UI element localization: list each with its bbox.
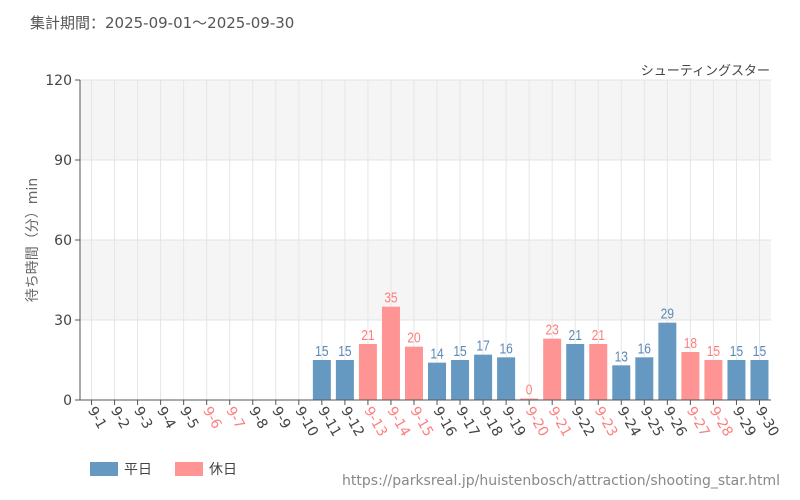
bar bbox=[428, 362, 447, 400]
data-label: 17 bbox=[476, 337, 489, 354]
x-tick-label: 9-22 bbox=[568, 404, 598, 440]
bar bbox=[612, 365, 631, 400]
x-tick-label: 9-27 bbox=[683, 404, 713, 440]
data-label: 15 bbox=[730, 343, 743, 360]
bar bbox=[497, 357, 516, 400]
x-tick-label: 9-16 bbox=[430, 404, 460, 440]
bar bbox=[520, 398, 539, 400]
x-tick-label: 9-29 bbox=[729, 404, 759, 440]
data-label: 0 bbox=[526, 381, 533, 398]
y-tick-label: 30 bbox=[54, 313, 72, 329]
data-label: 13 bbox=[615, 348, 628, 365]
bar bbox=[681, 352, 700, 400]
bar bbox=[381, 306, 400, 400]
legend-label: 休日 bbox=[209, 462, 237, 478]
data-label: 15 bbox=[453, 343, 466, 360]
data-label: 15 bbox=[315, 343, 328, 360]
attraction-name: シューティングスター bbox=[640, 64, 770, 79]
data-label: 21 bbox=[569, 327, 582, 344]
y-tick-label: 90 bbox=[54, 153, 72, 169]
period-text: 集計期間：2025-09-01～2025-09-30 bbox=[30, 14, 295, 32]
bar bbox=[335, 360, 354, 400]
data-label: 21 bbox=[592, 327, 605, 344]
data-label: 21 bbox=[361, 327, 374, 344]
grid-band bbox=[80, 80, 771, 160]
data-label: 23 bbox=[546, 321, 559, 338]
x-tick-label: 9-4 bbox=[153, 404, 178, 432]
data-label: 15 bbox=[707, 343, 720, 360]
data-label: 20 bbox=[407, 329, 421, 346]
grid-band bbox=[80, 240, 771, 320]
data-label: 29 bbox=[661, 305, 674, 322]
y-tick-label: 60 bbox=[54, 233, 72, 249]
x-tick-label: 9-14 bbox=[383, 404, 413, 440]
legend-weekday[interactable]: 平日 bbox=[90, 459, 152, 479]
y-tick-label: 120 bbox=[45, 73, 72, 89]
x-tick-label: 9-8 bbox=[245, 404, 270, 432]
data-label: 15 bbox=[338, 343, 351, 360]
x-tick-label: 9-10 bbox=[291, 404, 321, 440]
bar bbox=[566, 344, 585, 400]
bar bbox=[635, 357, 654, 400]
legend-label: 平日 bbox=[124, 462, 152, 478]
x-tick-label: 9-30 bbox=[752, 404, 782, 440]
x-tick-label: 9-2 bbox=[107, 404, 132, 432]
x-tick-label: 9-21 bbox=[545, 404, 575, 440]
bar bbox=[543, 338, 562, 400]
x-tick-label: 9-15 bbox=[407, 404, 437, 440]
data-label: 35 bbox=[384, 289, 397, 306]
holiday-swatch bbox=[175, 462, 203, 476]
weekday-swatch bbox=[90, 462, 118, 476]
bar bbox=[358, 344, 377, 400]
data-label: 14 bbox=[430, 345, 444, 362]
x-tick-label: 9-26 bbox=[660, 404, 690, 440]
legend-holiday[interactable]: 休日 bbox=[175, 459, 237, 479]
x-tick-label: 9-5 bbox=[176, 404, 201, 432]
bar bbox=[750, 360, 769, 400]
bar bbox=[727, 360, 746, 400]
x-tick-label: 9-7 bbox=[222, 404, 247, 432]
data-label: 16 bbox=[499, 340, 512, 357]
bar bbox=[658, 322, 677, 400]
x-tick-label: 9-20 bbox=[522, 404, 552, 440]
data-label: 18 bbox=[684, 335, 697, 352]
x-tick-label: 9-13 bbox=[360, 404, 390, 440]
x-tick-label: 9-28 bbox=[706, 404, 736, 440]
x-tick-label: 9-6 bbox=[199, 404, 224, 432]
x-tick-label: 9-23 bbox=[591, 404, 621, 440]
bar bbox=[474, 354, 493, 400]
bar bbox=[404, 346, 423, 400]
data-label: 16 bbox=[638, 340, 651, 357]
bar bbox=[589, 344, 608, 400]
x-tick-label: 9-19 bbox=[499, 404, 529, 440]
data-label: 15 bbox=[753, 343, 766, 360]
x-tick-label: 9-11 bbox=[314, 404, 344, 440]
bar bbox=[312, 360, 331, 400]
x-tick-label: 9-18 bbox=[476, 404, 506, 440]
x-tick-label: 9-3 bbox=[130, 404, 155, 432]
x-tick-label: 9-12 bbox=[337, 404, 367, 440]
x-tick-label: 9-1 bbox=[84, 404, 109, 432]
y-tick-label: 0 bbox=[63, 393, 72, 409]
x-tick-label: 9-24 bbox=[614, 404, 644, 440]
bar bbox=[704, 360, 723, 400]
x-tick-label: 9-25 bbox=[637, 404, 667, 440]
bar bbox=[451, 360, 470, 400]
source-url[interactable]: https://parksreal.jp/huistenbosch/attrac… bbox=[342, 473, 780, 489]
x-tick-label: 9-9 bbox=[268, 404, 293, 432]
x-tick-label: 9-17 bbox=[453, 404, 483, 440]
